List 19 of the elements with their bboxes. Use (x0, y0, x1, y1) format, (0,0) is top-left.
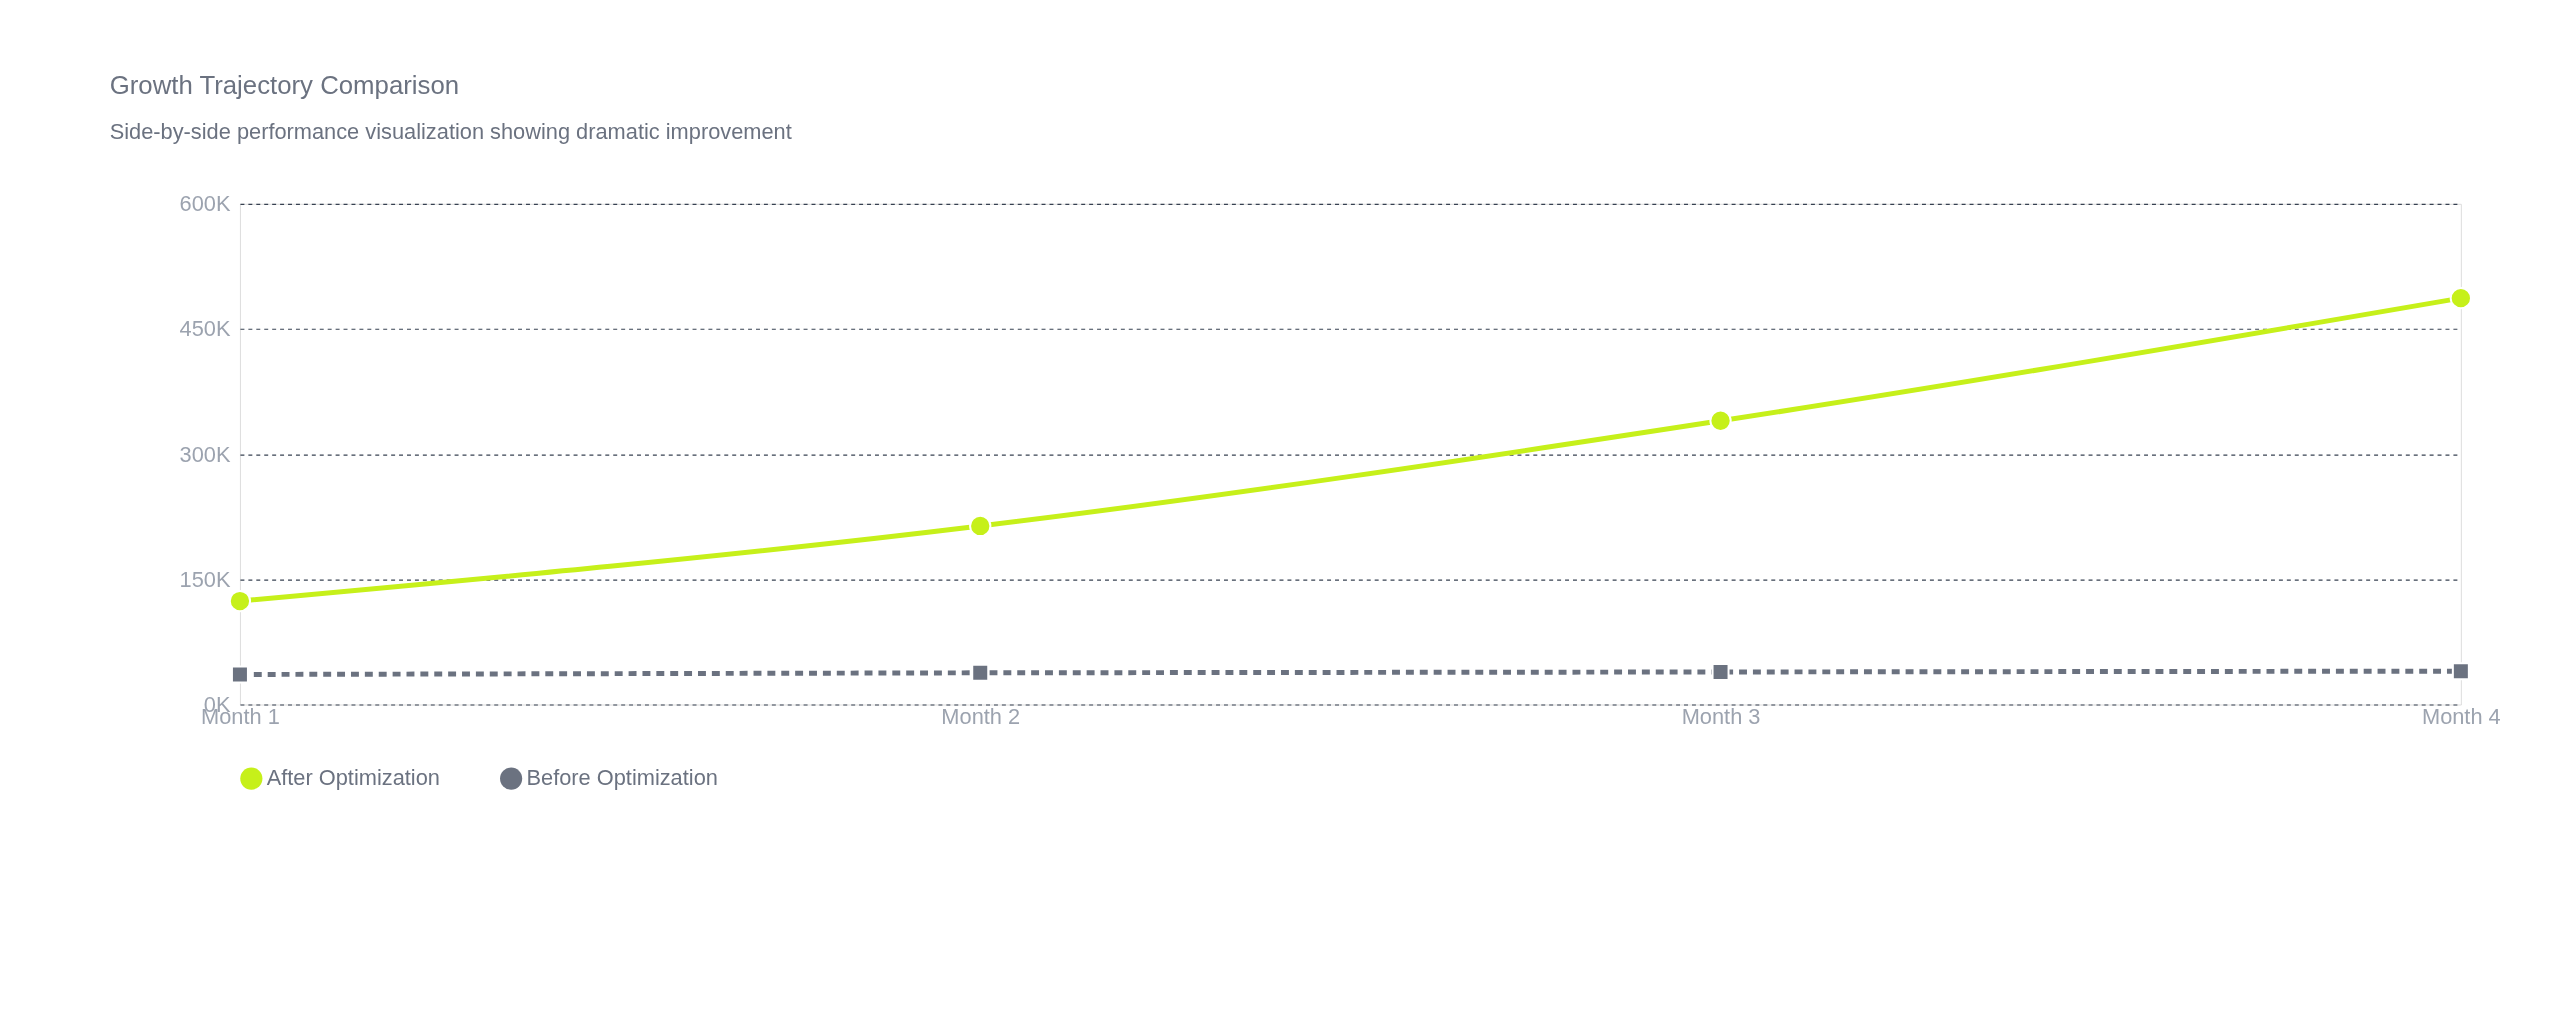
x-tick-label: Month 4 (2421, 703, 2501, 729)
y-tick-label: 600K (179, 191, 231, 217)
y-tick-label: 450K (179, 316, 231, 342)
x-tick-label: Month 3 (1681, 703, 1761, 729)
point (1709, 409, 1732, 432)
point (2449, 287, 2472, 310)
chart-title: Growth Trajectory Comparison (109, 70, 460, 99)
y-tick-label: 300K (179, 441, 231, 467)
point (969, 514, 992, 538)
legend-label: Before Optimization (526, 765, 718, 791)
point (2451, 662, 2470, 681)
y-tick-label: 150K (179, 566, 231, 592)
point (228, 589, 252, 613)
legend-label: After Optimization (266, 765, 440, 791)
chart-subtitle: Side-by-side performance visualization showing dramatic improvement (109, 119, 792, 145)
x-tick-label: Month 2 (941, 703, 1021, 729)
point (230, 665, 249, 684)
point (971, 663, 990, 682)
point (1711, 663, 1730, 681)
